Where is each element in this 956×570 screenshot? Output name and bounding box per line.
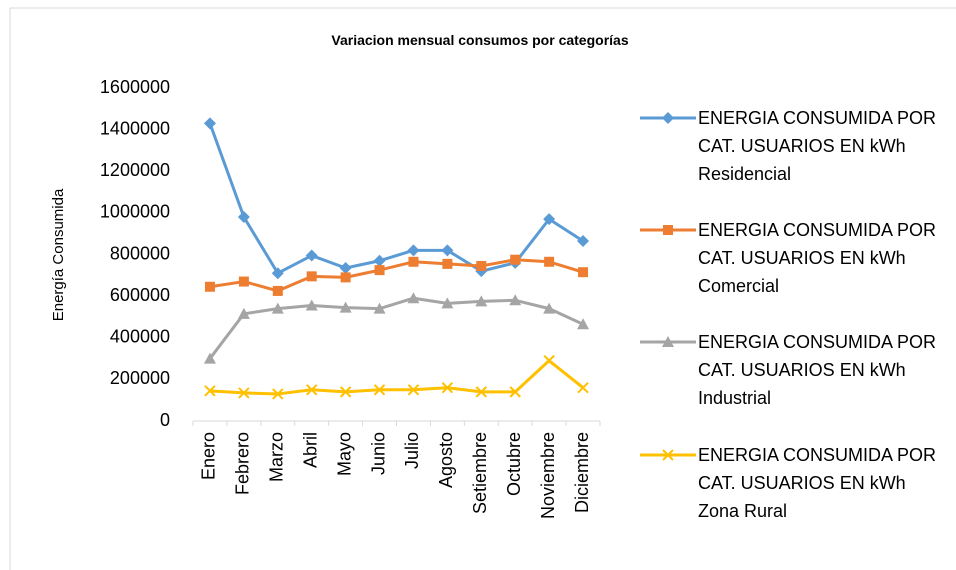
y-tick-label: 1000000 <box>100 202 170 222</box>
marker <box>662 449 674 461</box>
x-tick-label: Marzo <box>267 432 287 482</box>
marker <box>577 234 590 247</box>
marker <box>407 384 420 396</box>
marker <box>441 381 454 394</box>
marker <box>476 260 487 271</box>
marker <box>578 267 589 278</box>
legend-entry: ENERGIA CONSUMIDA POR CAT. USUARIOS EN k… <box>638 328 948 412</box>
legend-label: ENERGIA CONSUMIDA POR CAT. USUARIOS EN k… <box>698 445 937 521</box>
marker <box>509 294 522 306</box>
marker <box>441 297 454 309</box>
marker <box>543 213 556 226</box>
marker <box>441 244 454 257</box>
marker <box>543 354 555 367</box>
y-tick-label: 1400000 <box>100 118 170 138</box>
marker <box>272 388 284 400</box>
marker <box>237 307 250 319</box>
marker <box>663 225 673 235</box>
chart-frame <box>9 7 956 570</box>
x-tick-label: Mayo <box>334 432 354 476</box>
x-tick-label: Setiembre <box>470 432 490 514</box>
y-tick-label: 200000 <box>110 368 170 388</box>
y-tick-label: 1200000 <box>100 160 170 180</box>
y-tick-label: 400000 <box>110 327 170 347</box>
marker <box>272 285 283 296</box>
marker <box>306 271 317 282</box>
series-line <box>208 296 584 360</box>
series-line <box>209 258 584 293</box>
x-tick-label: Junio <box>368 432 388 475</box>
marker <box>373 254 386 267</box>
marker <box>203 352 216 364</box>
marker <box>475 386 487 398</box>
marker <box>543 302 556 314</box>
marker <box>662 336 674 347</box>
legend-icon <box>640 225 696 235</box>
marker <box>204 385 216 397</box>
series-line <box>208 122 584 275</box>
chart-title: Variacion mensual consumos por categoría… <box>331 32 628 48</box>
x-tick-label: Agosto <box>436 432 456 488</box>
marker <box>544 256 555 267</box>
marker <box>340 272 351 283</box>
marker <box>339 301 352 313</box>
marker <box>305 249 318 262</box>
marker <box>339 386 352 398</box>
marker <box>374 265 385 276</box>
marker <box>306 384 318 396</box>
marker <box>373 384 386 396</box>
marker <box>238 387 250 399</box>
marker <box>271 267 284 280</box>
y-tick-label: 600000 <box>110 285 170 305</box>
marker <box>238 276 249 287</box>
marker <box>510 254 521 265</box>
series-line <box>209 359 584 396</box>
x-tick-label: Julio <box>402 432 422 469</box>
legend-label: ENERGIA CONSUMIDA POR CAT. USUARIOS EN k… <box>698 220 937 296</box>
marker <box>204 281 215 292</box>
marker <box>509 386 521 398</box>
marker <box>271 302 284 314</box>
marker <box>373 302 386 314</box>
legend-entry: ENERGIA CONSUMIDA POR CAT. USUARIOS EN k… <box>638 216 948 300</box>
y-tick-label: 0 <box>160 410 170 430</box>
marker <box>305 299 318 311</box>
x-tick-label: Enero <box>199 432 219 480</box>
marker <box>577 381 589 394</box>
marker <box>577 318 590 330</box>
y-axis-title: Energía Consumida <box>50 188 67 321</box>
marker <box>442 258 453 269</box>
legend-icon <box>640 336 696 347</box>
marker <box>475 295 488 307</box>
marker <box>662 112 674 124</box>
legend-label: ENERGIA CONSUMIDA POR CAT. USUARIOS EN k… <box>698 108 937 184</box>
x-tick-label: Febrero <box>233 432 253 495</box>
legend-entry: ENERGIA CONSUMIDA POR CAT. USUARIOS EN k… <box>638 441 948 525</box>
y-tick-label: 1600000 <box>100 77 170 97</box>
legend-entry: ENERGIA CONSUMIDA POR CAT. USUARIOS EN k… <box>638 104 948 188</box>
x-tick-label: Octubre <box>504 432 524 496</box>
legend-icon <box>640 112 696 124</box>
marker <box>407 292 420 304</box>
legend-icon <box>640 449 696 461</box>
marker <box>237 211 250 224</box>
marker <box>203 117 216 130</box>
y-tick-label: 800000 <box>110 243 170 263</box>
marker <box>407 244 420 257</box>
marker <box>408 256 419 267</box>
legend-label: ENERGIA CONSUMIDA POR CAT. USUARIOS EN k… <box>698 332 937 408</box>
x-tick-label: Noviembre <box>538 432 558 519</box>
x-tick-label: Abril <box>300 432 320 468</box>
marker <box>339 262 352 275</box>
x-tick-label: Diciembre <box>572 432 592 513</box>
